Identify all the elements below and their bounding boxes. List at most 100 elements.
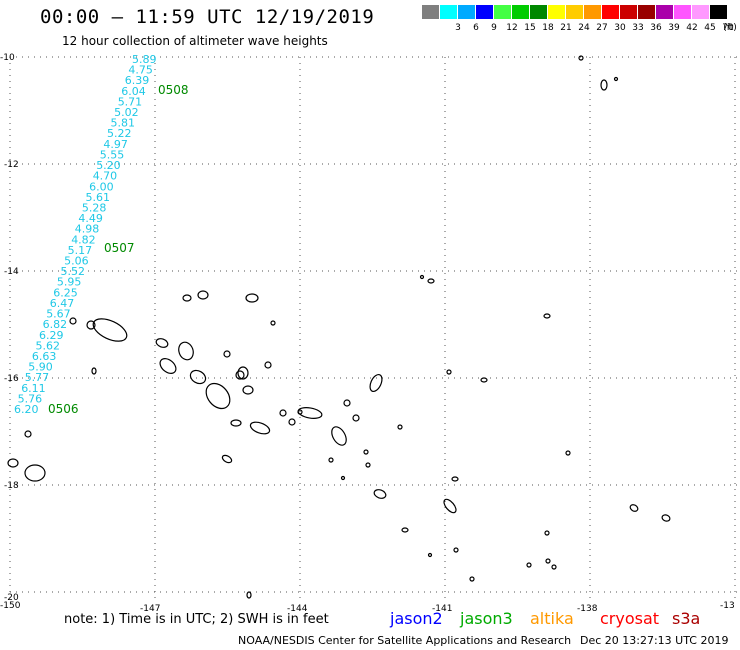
map-grid <box>9 56 740 600</box>
island-outline <box>543 313 551 319</box>
island-outline <box>363 449 369 455</box>
scale-unit-label: (ft) <box>723 23 737 33</box>
scale-label: 3 <box>455 23 461 33</box>
wave-height-label: 5.90 <box>28 361 53 374</box>
scale-swatch <box>476 5 493 19</box>
island-outline <box>270 320 276 326</box>
island-outline <box>245 293 259 303</box>
longitude-label: -138 <box>577 604 598 614</box>
wave-height-label: 5.89 <box>132 53 157 66</box>
wave-height-label: 4.70 <box>93 170 118 183</box>
scale-label: 42 <box>686 23 698 33</box>
island-outline <box>565 450 571 456</box>
island-outline <box>427 552 433 558</box>
wave-height-label: 5.55 <box>100 149 125 162</box>
scale-swatch <box>692 5 709 19</box>
map-title: 00:00 – 11:59 UTC 12/19/2019 <box>40 6 375 28</box>
satellite-legend-item: cryosat <box>600 609 660 628</box>
island-outline <box>328 457 334 463</box>
latitude-label: -12 <box>4 160 19 170</box>
longitude-label: -144 <box>287 604 308 614</box>
scale-swatch <box>512 5 529 19</box>
scale-label: 33 <box>632 23 644 33</box>
island-outline <box>7 458 19 468</box>
scale-label: 30 <box>614 23 626 33</box>
wave-height-label: 4.49 <box>78 212 103 225</box>
axis-tick-labels: -150 -147 -144 -141 -138 -13 -10 -12 -14 -16 -18 -2… <box>0 53 735 614</box>
island-outline <box>182 294 192 302</box>
island-outline <box>451 476 459 482</box>
scale-swatch <box>458 5 475 19</box>
satellite-legend-item: s3a <box>672 609 701 628</box>
longitude-label: -150 <box>0 601 21 611</box>
island-outline <box>469 576 475 582</box>
island-outline <box>629 504 639 512</box>
island-outline <box>235 370 245 380</box>
island-outline <box>340 475 346 481</box>
scale-label: 18 <box>542 23 554 33</box>
island-outline <box>401 527 409 533</box>
longitude-label: -141 <box>432 604 452 614</box>
scale-swatch <box>620 5 637 19</box>
island-outline <box>242 385 254 395</box>
scale-swatch <box>440 5 457 19</box>
island-outline <box>352 414 360 422</box>
longitude-label: -147 <box>140 604 160 614</box>
map-subtitle: 12 hour collection of altimeter wave hei… <box>62 34 328 48</box>
island-outline <box>178 341 194 361</box>
wave-height-label: 5.52 <box>61 265 86 278</box>
island-outline <box>237 366 249 380</box>
scale-label: 27 <box>596 23 608 33</box>
scale-label: 6 <box>473 23 479 33</box>
scale-label: 39 <box>668 23 680 33</box>
island-outline <box>249 421 271 435</box>
satellite-legend-item: jason2 <box>390 609 443 628</box>
wave-height-label: 6.39 <box>125 74 150 87</box>
island-outline <box>288 418 296 426</box>
island-outline <box>369 373 383 393</box>
island-outline <box>600 79 608 91</box>
island-outline <box>279 409 287 417</box>
wave-height-label: 5.62 <box>36 339 61 352</box>
wave-height-label: 6.82 <box>43 318 68 331</box>
island-outline <box>373 489 387 499</box>
scale-swatch <box>566 5 583 19</box>
longitude-label: -13 <box>720 601 735 611</box>
scale-swatch <box>548 5 565 19</box>
wave-height-label: 5.28 <box>82 202 107 215</box>
scale-label: 36 <box>650 23 662 33</box>
wave-height-label: 5.76 <box>18 392 42 405</box>
island-outline <box>443 498 457 514</box>
wave-height-label: 5.20 <box>96 159 121 172</box>
latitude-label: -18 <box>4 481 19 491</box>
island-outline <box>526 562 532 568</box>
island-outline <box>24 430 32 438</box>
wave-height-label: 4.97 <box>103 138 128 151</box>
island-coastlines <box>7 55 671 599</box>
island-outline <box>419 274 425 280</box>
latitude-label: -20 <box>4 593 19 603</box>
island-outline <box>197 290 209 300</box>
wave-height-label: 4.98 <box>75 223 100 236</box>
island-outline <box>453 547 459 553</box>
wave-height-label: 5.81 <box>111 117 136 130</box>
credit-timestamp: Dec 20 13:27:13 UTC 2019 <box>580 634 729 647</box>
wave-height-label: 5.77 <box>25 371 50 384</box>
note-text: note: 1) Time is in UTC; 2) SWH is in fe… <box>64 612 329 627</box>
wave-height-label: 6.63 <box>32 350 57 363</box>
wave-height-label: 6.00 <box>89 180 114 193</box>
wave-height-label: 5.71 <box>118 95 143 108</box>
island-outline <box>155 338 169 348</box>
island-outline <box>343 399 351 407</box>
island-outline <box>544 530 550 536</box>
scale-label: 24 <box>578 23 590 33</box>
island-outline <box>264 361 272 369</box>
latitude-label: -10 <box>0 53 15 63</box>
satellite-legend-item: altika <box>530 609 574 628</box>
island-outline <box>24 464 46 482</box>
pass-time-label: 0507 <box>104 241 135 255</box>
scale-swatch <box>530 5 547 19</box>
scale-swatch <box>710 5 727 19</box>
island-outline <box>92 318 128 342</box>
